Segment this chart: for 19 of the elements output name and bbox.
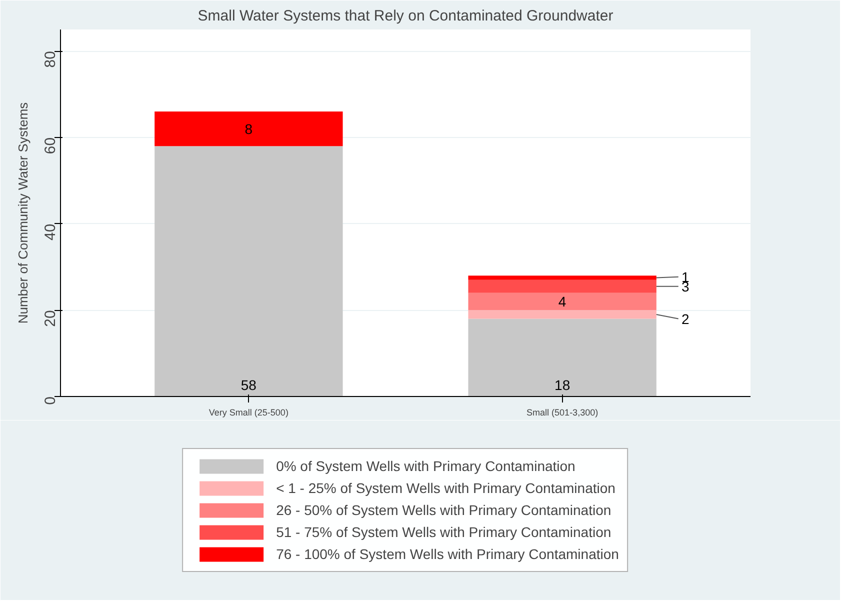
y-axis-title: Number of Community Water Systems — [16, 102, 30, 324]
y-tick-label: 0 — [42, 396, 59, 405]
data-label: 8 — [244, 120, 253, 137]
legend-label: 26 - 50% of System Wells with Primary Contamination — [276, 502, 612, 518]
y-tick-label: 80 — [42, 51, 59, 68]
legend-label: 0% of System Wells with Primary Contamination — [276, 458, 576, 474]
legend-label: < 1 - 25% of System Wells with Primary Contamination — [276, 480, 616, 496]
chart-title: Small Water Systems that Rely on Contaminated Groundwater — [198, 8, 614, 24]
data-label: 2 — [682, 310, 690, 327]
x-tick-label: Small (501-3,300) — [526, 408, 598, 418]
y-tick-label: 20 — [42, 310, 59, 327]
data-label: 18 — [554, 377, 570, 394]
data-label: 4 — [558, 294, 566, 310]
x-tick-label: Very Small (25-500) — [208, 408, 288, 418]
y-tick-label: 40 — [42, 224, 59, 240]
y-tick-label: 60 — [42, 137, 59, 154]
legend-label: 51 - 75% of System Wells with Primary Contamination — [276, 524, 612, 540]
data-label: 58 — [240, 377, 257, 394]
legend-label: 76 - 100% of System Wells with Primary Contamination — [276, 546, 619, 562]
